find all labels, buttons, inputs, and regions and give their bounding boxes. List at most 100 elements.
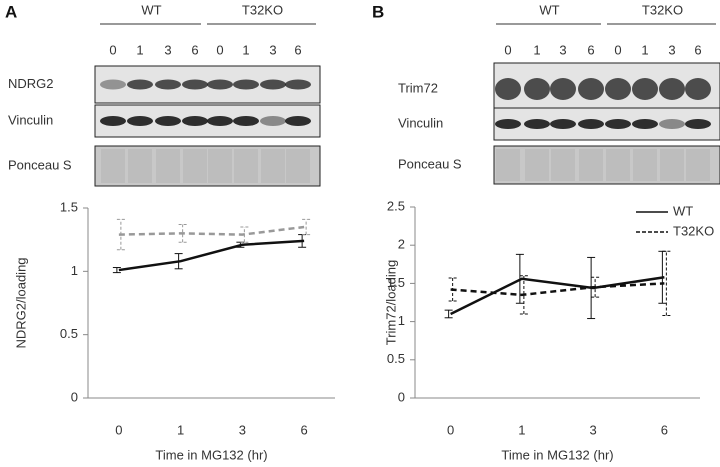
error-bar [444, 309, 453, 319]
error-bar [515, 253, 524, 304]
band [685, 78, 711, 100]
band [495, 78, 521, 100]
band [100, 79, 126, 90]
band [182, 116, 208, 126]
y-tick-label: 1 [398, 313, 405, 328]
x-tick-label: 3 [590, 422, 597, 437]
lane-label: 0 [614, 42, 621, 57]
error-bar [116, 218, 125, 251]
band [578, 119, 604, 129]
lane-label: 1 [641, 42, 648, 57]
x-tick-label: 1 [518, 422, 525, 437]
band [659, 78, 685, 100]
blot-label: Vinculin [8, 112, 53, 127]
band [233, 116, 259, 126]
band [632, 119, 658, 129]
series-line [118, 239, 305, 272]
x-axis-label: Time in MG132 (hr) [155, 447, 267, 462]
ponceau-lane [128, 149, 152, 183]
ponceau-lane [579, 149, 603, 181]
series-line [450, 276, 665, 316]
x-axis-label: Time in MG132 (hr) [501, 447, 613, 462]
ponceau-lane [606, 149, 630, 181]
error-bar [178, 223, 187, 243]
band [605, 78, 631, 100]
group-label: WT [539, 2, 559, 17]
ponceau-lane [261, 149, 285, 183]
error-bar [519, 275, 528, 315]
error-bar [240, 226, 249, 243]
error-bar [302, 218, 311, 236]
band [659, 119, 685, 129]
ponceau-lane [551, 149, 575, 181]
lane-label: 6 [294, 42, 301, 57]
error-bar [174, 253, 183, 270]
band [632, 78, 658, 100]
legend-label: WT [673, 203, 693, 218]
y-axis-label: NDRG2/loading [13, 257, 28, 348]
y-tick-label: 0 [71, 389, 78, 404]
error-bar [591, 276, 600, 298]
lane-label: 0 [109, 42, 116, 57]
panel-label: A [5, 2, 17, 21]
group-label: T32KO [242, 2, 283, 17]
series-line [118, 225, 305, 236]
ponceau-lane [208, 149, 232, 183]
band [233, 79, 259, 90]
blot-label: Ponceau S [8, 157, 72, 172]
ponceau-lane [234, 149, 258, 183]
error-bar [112, 267, 121, 274]
lane-label: 3 [164, 42, 171, 57]
y-tick-label: 2.5 [387, 198, 405, 213]
band [550, 119, 576, 129]
ponceau-lane [101, 149, 125, 183]
lane-label: 3 [559, 42, 566, 57]
y-tick-label: 1.5 [387, 275, 405, 290]
lane-label: 0 [216, 42, 223, 57]
band [127, 116, 153, 126]
lane-label: 1 [242, 42, 249, 57]
error-bar [448, 277, 457, 302]
lane-label: 1 [533, 42, 540, 57]
lane-label: 6 [694, 42, 701, 57]
lane-label: 6 [191, 42, 198, 57]
band [260, 116, 286, 126]
band [155, 116, 181, 126]
band [285, 79, 311, 90]
y-tick-label: 1.5 [60, 199, 78, 214]
band [685, 119, 711, 129]
legend-label: T32KO [673, 223, 714, 238]
blot-label: Trim72 [398, 80, 438, 95]
ponceau-lane [496, 149, 520, 181]
band [127, 79, 153, 90]
ponceau-lane [286, 149, 310, 183]
lane-label: 3 [269, 42, 276, 57]
x-tick-label: 6 [301, 422, 308, 437]
x-tick-label: 0 [115, 422, 122, 437]
group-label: T32KO [642, 2, 683, 17]
x-tick-label: 6 [661, 422, 668, 437]
band [155, 79, 181, 90]
ponceau-lane [525, 149, 549, 181]
band [100, 116, 126, 126]
blot-label: Ponceau S [398, 156, 462, 171]
x-tick-label: 1 [177, 422, 184, 437]
y-tick-label: 1 [71, 263, 78, 278]
group-label: WT [141, 2, 161, 17]
band [550, 78, 576, 100]
band [578, 78, 604, 100]
ponceau-lane [183, 149, 207, 183]
x-tick-label: 0 [447, 422, 454, 437]
ponceau-lane [633, 149, 657, 181]
blot-label: Vinculin [398, 115, 443, 130]
band [605, 119, 631, 129]
band [182, 79, 208, 90]
band [285, 116, 311, 126]
y-tick-label: 0.5 [60, 326, 78, 341]
ponceau-lane [156, 149, 180, 183]
x-tick-label: 3 [239, 422, 246, 437]
band [495, 119, 521, 129]
lane-label: 1 [136, 42, 143, 57]
band [207, 79, 233, 90]
